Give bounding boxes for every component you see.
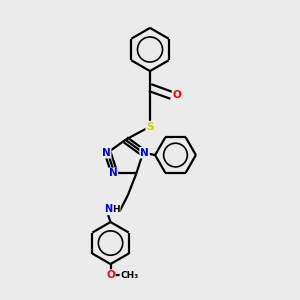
Text: N: N — [102, 148, 111, 158]
Text: O: O — [106, 270, 115, 280]
Text: N: N — [104, 204, 112, 214]
Text: S: S — [146, 122, 154, 132]
Text: N: N — [140, 148, 149, 158]
Text: N: N — [109, 168, 117, 178]
Text: O: O — [172, 90, 182, 100]
Text: H: H — [112, 205, 120, 214]
Text: CH₃: CH₃ — [120, 271, 139, 280]
